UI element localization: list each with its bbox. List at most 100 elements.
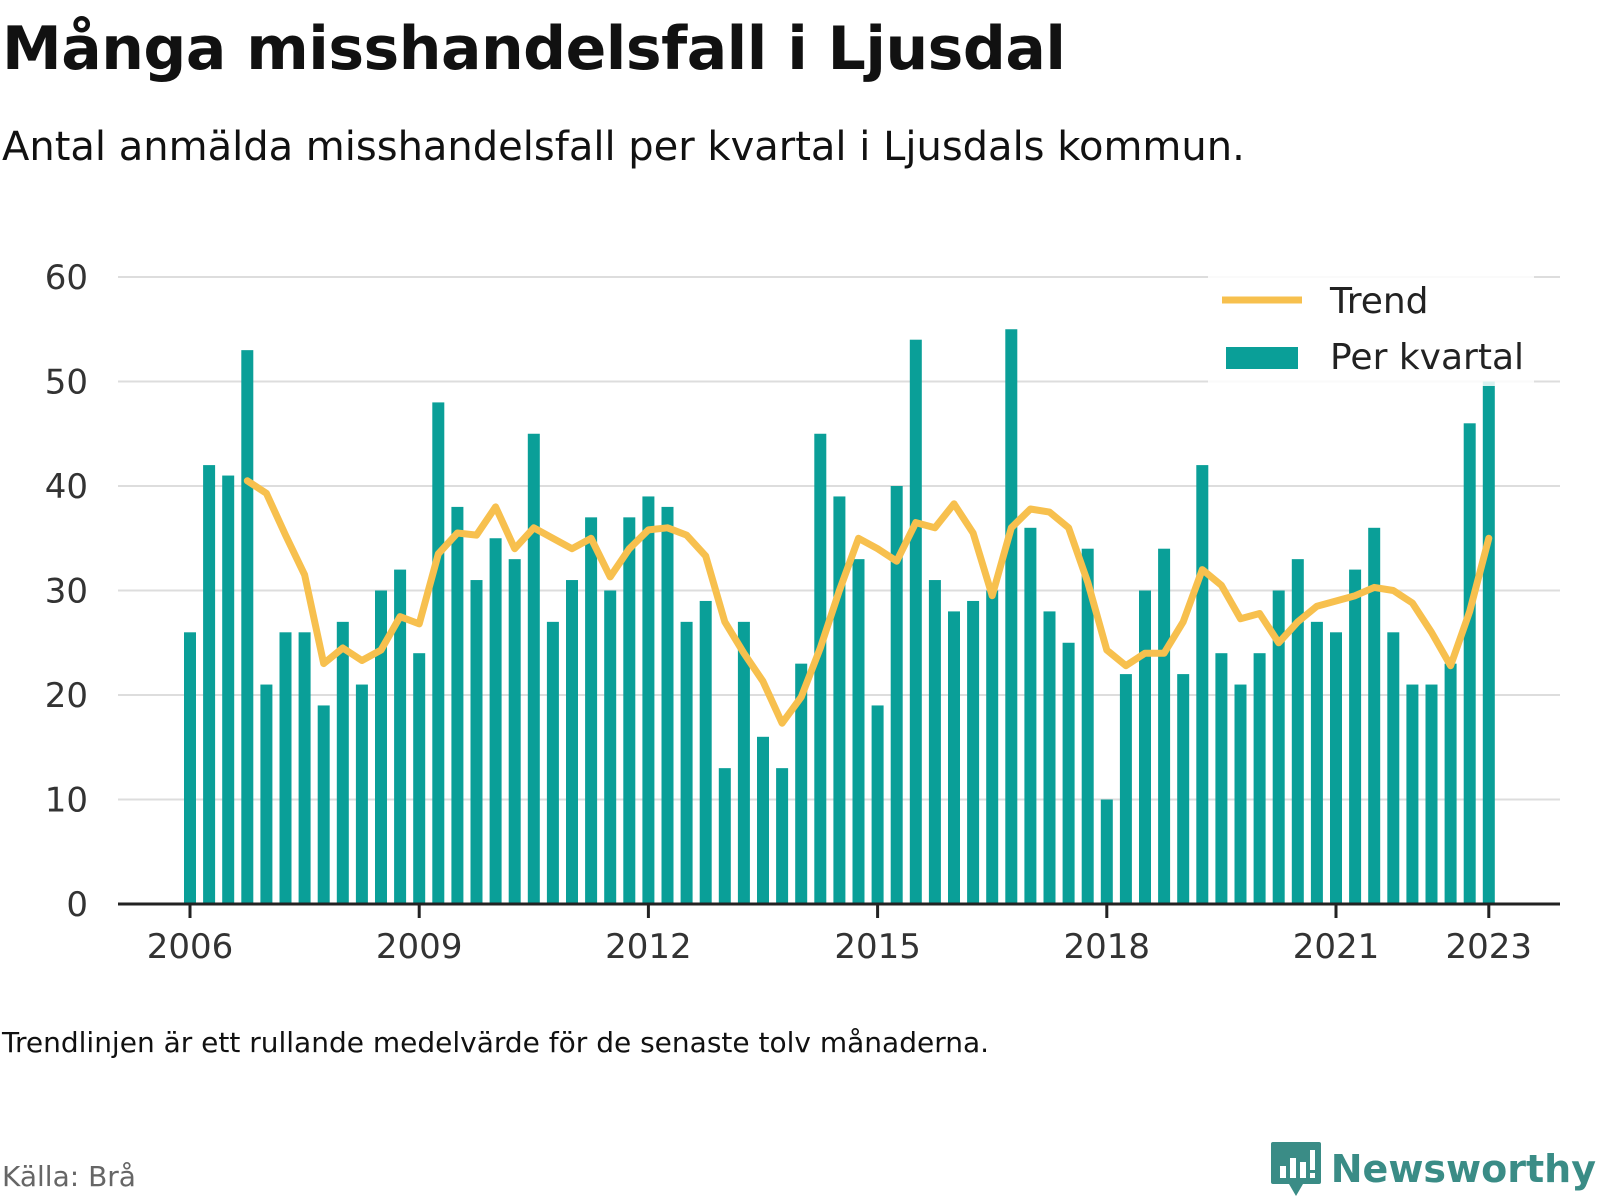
brand-name: Newsworthy (1330, 1147, 1596, 1191)
bar (948, 611, 960, 904)
bar (394, 569, 407, 904)
bar (451, 506, 464, 904)
bar (642, 496, 655, 904)
bar (432, 402, 445, 904)
y-axis-ticks: 0 10 20 30 40 50 60 (45, 258, 88, 925)
y-tick-label: 60 (45, 258, 88, 298)
bar (833, 496, 846, 904)
bar (508, 559, 521, 904)
legend-trend-label: Trend (1329, 281, 1429, 322)
bar (1043, 611, 1056, 904)
bar (776, 768, 789, 904)
bar (737, 621, 750, 904)
bar (184, 632, 196, 904)
bar (852, 559, 865, 904)
bar (1081, 548, 1094, 904)
x-tick-label: 2023 (1446, 927, 1533, 967)
y-tick-label: 10 (45, 781, 88, 821)
bar (1253, 653, 1266, 904)
bar (1425, 684, 1438, 904)
bar (1062, 642, 1075, 904)
bar (699, 600, 712, 904)
y-tick-label: 40 (45, 467, 88, 507)
newsworthy-logo-icon (1270, 1142, 1321, 1196)
bar (623, 517, 636, 904)
bar (1005, 329, 1018, 904)
bar (298, 632, 311, 904)
bar-series (184, 329, 1495, 904)
bar (203, 465, 216, 904)
x-tick-label: 2012 (605, 927, 692, 967)
bar (871, 705, 884, 904)
bar (795, 663, 808, 904)
bar (680, 621, 693, 904)
bar (986, 590, 999, 904)
bar (241, 350, 254, 904)
y-tick-label: 0 (66, 885, 88, 925)
bar (375, 590, 387, 904)
bar (1310, 621, 1323, 904)
bar (718, 768, 731, 904)
bar (1234, 684, 1247, 904)
bar (890, 486, 903, 904)
bar (527, 433, 540, 904)
legend-bar-label: Per kvartal (1330, 337, 1524, 378)
bar (1215, 653, 1228, 904)
trend-line (243, 477, 1493, 727)
chart-subtitle: Antal anmälda misshandelsfall per kvarta… (2, 124, 1245, 170)
y-tick-label: 50 (45, 363, 88, 403)
bar (604, 590, 617, 904)
bar (1177, 674, 1190, 904)
y-tick-label: 20 (45, 676, 88, 716)
bar (814, 433, 827, 904)
bar (336, 621, 349, 904)
x-tick-label: 2018 (1064, 927, 1151, 967)
bar (1291, 559, 1304, 904)
bar (1406, 684, 1419, 904)
x-tick-label: 2006 (147, 927, 234, 967)
bar (1158, 548, 1171, 904)
bar (566, 580, 578, 904)
bar (1272, 590, 1285, 904)
bar (1444, 663, 1457, 904)
bar (757, 736, 769, 904)
bar (489, 538, 502, 904)
bar (1368, 527, 1381, 904)
bar (355, 684, 368, 904)
x-tick-label: 2021 (1293, 927, 1380, 967)
bar (260, 684, 273, 904)
x-tick-label: 2015 (834, 927, 921, 967)
bar (967, 600, 980, 904)
y-tick-label: 30 (45, 572, 88, 612)
trend-series (243, 477, 1493, 727)
bar (1482, 381, 1495, 904)
bar (546, 621, 559, 904)
bar (1139, 590, 1151, 904)
brand-logo: Newsworthy (1269, 1140, 1596, 1198)
legend-bar-swatch (1226, 347, 1298, 369)
bar (1100, 799, 1113, 904)
legend: Trend Per kvartal (1208, 274, 1534, 386)
bar (1349, 569, 1362, 904)
source-label: Källa: Brå (2, 1160, 136, 1193)
chart-note: Trendlinjen är ett rullande medelvärde f… (2, 1026, 990, 1059)
bar (585, 517, 598, 904)
bar (928, 580, 941, 904)
bar (317, 705, 330, 904)
bar (1024, 527, 1037, 904)
x-tick-label: 2009 (376, 927, 463, 967)
bar (470, 580, 483, 904)
bar (413, 653, 426, 904)
bar (1196, 465, 1209, 904)
bar (1119, 674, 1132, 904)
x-axis: 2006 2009 2012 2015 2018 2021 2023 (118, 902, 1560, 967)
bar (909, 339, 922, 904)
bar (279, 632, 292, 904)
bar (661, 506, 674, 904)
chart-title: Många misshandelsfall i Ljusdal (2, 14, 1066, 84)
bar (1330, 632, 1342, 904)
bar (1463, 423, 1476, 904)
bar (1387, 632, 1400, 904)
bar (222, 475, 235, 904)
